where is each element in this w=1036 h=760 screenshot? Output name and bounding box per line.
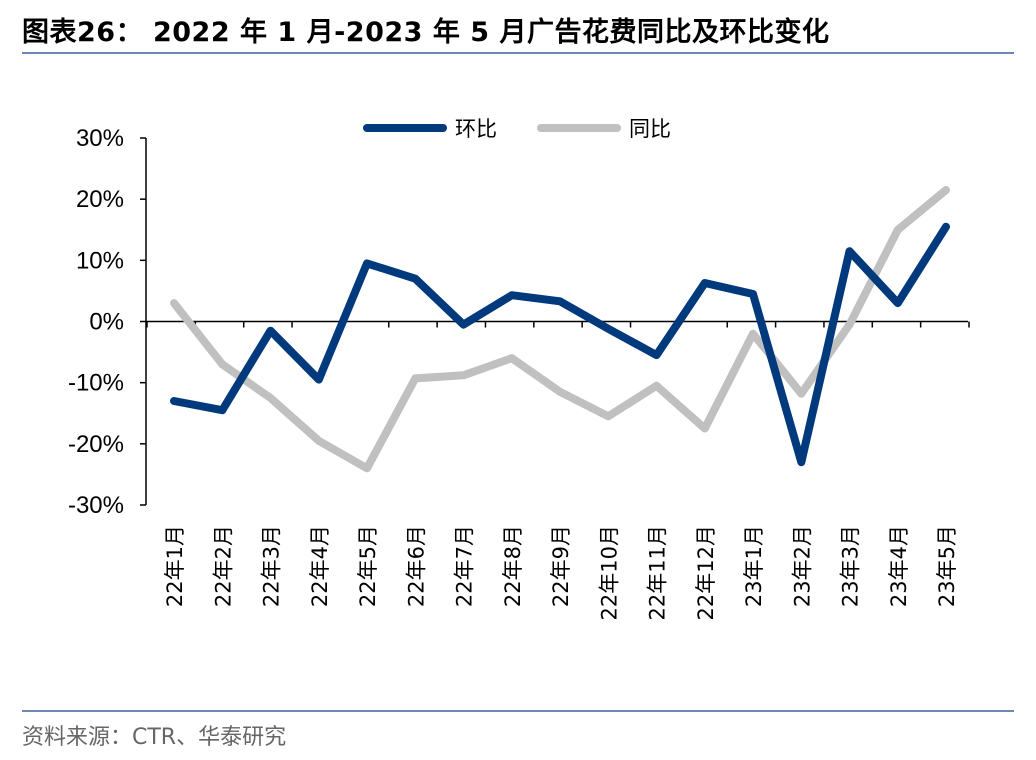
x-category-label: 22年12月 (694, 525, 718, 620)
footer-divider (22, 710, 1014, 712)
source-note: 资料来源：CTR、华泰研究 (22, 725, 287, 750)
y-axis-ticks: 30% 20% 10% 0% -10% -20% -30% (68, 125, 146, 519)
series-line-1 (170, 186, 950, 473)
x-category-label: 22年6月 (404, 525, 428, 607)
x-category-label: 23年4月 (887, 525, 911, 607)
x-category-label: 22年2月 (211, 525, 235, 607)
y-tick-label: -30% (68, 492, 124, 519)
chart-series (170, 186, 950, 473)
x-category-label: 22年11月 (646, 525, 670, 620)
title-divider (22, 52, 1014, 54)
x-category-label: 22年1月 (163, 525, 187, 607)
y-tick-label: 10% (76, 247, 124, 274)
y-tick-label: 20% (76, 186, 124, 213)
legend-label-0: 环比 (455, 117, 497, 141)
x-axis-ticks: 22年1月 22年2月 22年3月 22年4月 22年5月 22年6月 22年7月 22年8月… (146, 321, 970, 620)
x-category-label: 22年4月 (308, 525, 332, 607)
x-category-label: 23年3月 (839, 525, 863, 607)
y-tick-label: 30% (76, 125, 124, 152)
y-tick-label: -10% (68, 370, 124, 397)
x-category-label: 22年3月 (260, 525, 284, 607)
legend-label-1: 同比 (629, 117, 671, 141)
chart-axes (145, 138, 968, 505)
chart-legend: 环比 同比 (363, 117, 671, 141)
x-category-label: 22年10月 (597, 525, 621, 620)
x-category-label: 23年1月 (742, 525, 766, 607)
series-line-0 (170, 222, 950, 467)
x-category-label: 23年2月 (790, 525, 814, 607)
x-category-label: 22年9月 (549, 525, 573, 607)
y-tick-label: -20% (68, 431, 124, 458)
y-tick-label: 0% (89, 309, 124, 336)
line-chart: 环比 同比 30%20%10%0%-10%-20%-30% 22年1月 22年2月 2… (68, 117, 970, 620)
x-category-label: 22年8月 (501, 525, 525, 607)
x-category-label: 23年5月 (935, 525, 959, 607)
x-category-label: 22年5月 (356, 525, 380, 607)
page-title: 图表26： 2022 年 1 月-2023 年 5 月广告花费同比及环比变化 (22, 17, 830, 48)
x-category-label: 22年7月 (453, 525, 477, 607)
